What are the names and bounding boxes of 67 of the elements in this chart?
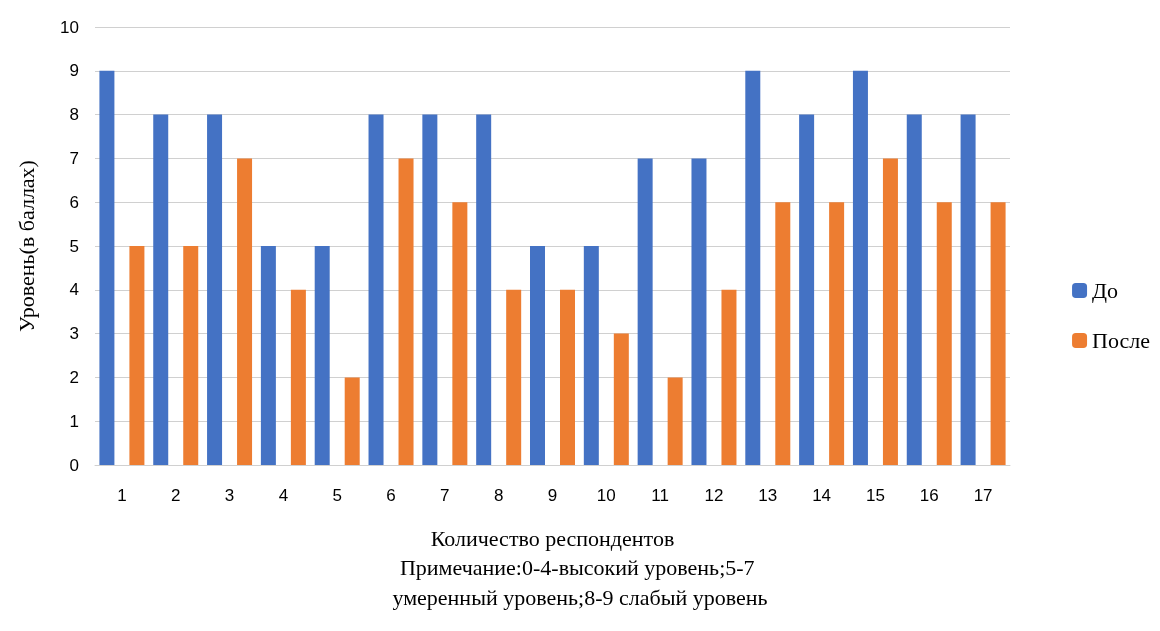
bar <box>183 246 199 465</box>
y-tick-label: 9 <box>69 61 79 81</box>
bar <box>882 158 898 465</box>
x-tick-label: 1 <box>117 486 127 505</box>
bar <box>314 246 330 465</box>
bar <box>153 114 169 465</box>
bar <box>936 202 952 465</box>
bar <box>368 114 384 465</box>
bar <box>290 289 306 465</box>
bar <box>207 114 223 465</box>
x-tick-label: 12 <box>704 486 724 505</box>
y-axis-title: Уровень(в баллах) <box>13 160 39 332</box>
bar <box>260 246 276 465</box>
bar <box>398 158 414 465</box>
bar <box>691 158 707 465</box>
bar <box>344 377 360 465</box>
bar <box>637 158 653 465</box>
bar <box>129 246 145 465</box>
x-axis-title: Количество респондентов <box>430 525 675 551</box>
x-tick-label: 6 <box>386 486 396 505</box>
x-tick-label: 2 <box>171 486 181 505</box>
bar <box>960 114 976 465</box>
x-tick-label: 17 <box>973 486 993 505</box>
bar <box>906 114 922 465</box>
legend-label: После <box>1092 328 1151 353</box>
y-tick-label: 5 <box>69 236 79 256</box>
x-tick-label: 7 <box>440 486 450 505</box>
x-tick-label: 15 <box>865 486 885 505</box>
x-tick-label: 5 <box>332 486 342 505</box>
bar <box>829 202 845 465</box>
bar <box>99 70 115 465</box>
x-tick-label: 9 <box>547 486 558 505</box>
bar <box>775 202 791 465</box>
bar <box>799 114 815 465</box>
bar <box>613 333 629 465</box>
y-tick-label: 10 <box>60 17 79 37</box>
x-tick-label: 11 <box>651 486 669 505</box>
y-tick-label: 7 <box>69 148 79 168</box>
x-tick-label: 4 <box>278 486 289 505</box>
y-tick-label: 6 <box>69 192 79 212</box>
bar <box>721 289 737 465</box>
bar <box>422 114 438 465</box>
y-tick-label: 4 <box>69 280 79 300</box>
y-tick-label: 0 <box>69 455 79 475</box>
x-tick-label: 3 <box>224 486 235 505</box>
y-tick-label: 1 <box>69 411 79 431</box>
bar <box>506 289 522 465</box>
bar <box>452 202 468 465</box>
x-tick-label: 13 <box>758 486 778 505</box>
bar <box>990 202 1006 465</box>
bar <box>560 289 575 465</box>
x-tick-label: 14 <box>812 486 832 505</box>
y-tick-label: 8 <box>69 105 79 125</box>
x-tick-label: 16 <box>919 486 939 505</box>
bar <box>530 246 545 465</box>
y-tick-label: 2 <box>69 367 79 387</box>
bar <box>583 246 599 465</box>
bar <box>237 158 253 465</box>
x-tick-label: 10 <box>596 486 616 505</box>
y-tick-label: 3 <box>69 324 79 344</box>
legend-label: До <box>1092 278 1119 303</box>
bar <box>852 70 868 465</box>
x-tick-label: 8 <box>493 486 504 505</box>
bar <box>476 114 492 465</box>
bar <box>745 70 761 465</box>
text: Примечание:0-4-высокий уровень;5-7 умеренный уровень;8-9 слабый уровень <box>392 554 768 610</box>
bar <box>667 377 683 465</box>
